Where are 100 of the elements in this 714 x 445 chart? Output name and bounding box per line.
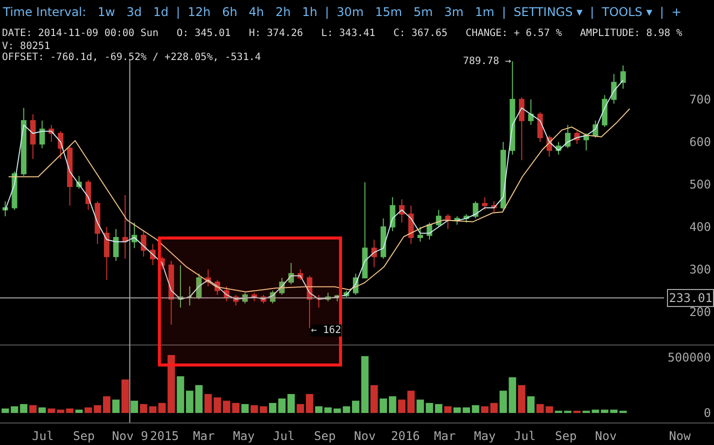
line-series [8, 108, 630, 292]
candlestick [122, 194, 128, 260]
x-tick-label: 2015 [150, 429, 179, 443]
bar [500, 390, 507, 413]
annotation: Time Interval: 1w 3d 1d | 12h 6h 4h 2h 1h | 30m 15m 5m 3m 1m | SETTINGS ▾ | TOOLS ▾ | + [2, 5, 682, 19]
x-tick-label: Nov 9 [112, 429, 148, 443]
y-tick-label: 200 [689, 305, 711, 320]
candlestick [94, 200, 100, 244]
bar [121, 380, 129, 413]
x-tick-label: Nov [354, 429, 376, 443]
bar [416, 400, 424, 413]
bar [112, 400, 120, 413]
bar [398, 400, 406, 413]
candlestick [537, 112, 543, 142]
candlestick [67, 146, 73, 206]
candlestick [482, 196, 488, 210]
x-tick-label: Jul [273, 429, 295, 443]
bar [315, 406, 322, 413]
bar [296, 404, 304, 413]
bar [94, 405, 102, 413]
bar [370, 385, 378, 413]
annotation: ← 162 [311, 325, 342, 336]
bar [508, 377, 516, 413]
candlestick [500, 141, 506, 210]
bar [306, 394, 314, 413]
x-tick-label: Nov [595, 429, 617, 443]
bar [334, 408, 341, 413]
y-tick-label: 500000 [668, 350, 711, 364]
candlestick [620, 64, 626, 90]
candlestick [518, 96, 524, 161]
y-tick-label: 600 [689, 135, 711, 150]
bar [407, 390, 415, 413]
bar [168, 355, 175, 413]
annotation: 789.78 → [463, 56, 512, 67]
candlestick [565, 124, 571, 149]
bar [250, 405, 258, 413]
candlestick [2, 200, 8, 217]
x-tick-label: May [233, 429, 255, 443]
bar [324, 407, 332, 413]
candlestick [140, 230, 146, 258]
candlestick [104, 226, 110, 280]
bar [48, 408, 56, 413]
bar [260, 406, 268, 413]
bar [472, 405, 480, 413]
bar [287, 394, 295, 413]
x-tick-label: Sep [73, 429, 95, 443]
candlestick [583, 132, 589, 151]
bar [2, 408, 9, 413]
candlestick [371, 239, 377, 268]
x-tick-label: Sep [314, 429, 336, 443]
bar [158, 402, 166, 413]
x-tick-label: Jul [32, 429, 54, 443]
candlestick [602, 94, 608, 128]
annotation: V: 80251 [2, 41, 50, 52]
candlestick [113, 228, 119, 262]
bar [241, 404, 249, 413]
x-tick-label: 2016 [391, 429, 420, 443]
bar [20, 404, 28, 413]
candlestick [510, 60, 516, 156]
bar [380, 398, 388, 413]
bar [518, 385, 526, 413]
bar [434, 404, 442, 413]
bar [481, 406, 488, 413]
bar [38, 407, 46, 413]
candlestick [316, 294, 322, 308]
bar [176, 376, 184, 413]
candlestick [408, 205, 414, 244]
y-tick-label: 0 [704, 406, 711, 420]
y-tick-label: 500 [689, 178, 711, 192]
bar [426, 402, 434, 413]
annotation: DATE: 2014-11-09 00:00 Sun O: 345.01 H: 374.26 L: 343.41 C: 367.65 CHANGE: + 6.57 % AMPLITUDE: 8.98 % [2, 28, 682, 39]
bar [444, 406, 452, 413]
x-tick-label: Jul [514, 429, 536, 443]
candlestick [186, 286, 192, 306]
x-tick-label: Mar [434, 429, 456, 443]
bar [527, 396, 535, 413]
candlestick [611, 73, 617, 104]
candlestick [417, 226, 423, 242]
bar [75, 410, 83, 413]
bar [103, 396, 110, 413]
bar [130, 400, 138, 413]
x-tick-label: May [474, 429, 496, 443]
bar [10, 406, 18, 413]
annotation: OFFSET: -760.1d, -69.52% / +228.05%, -531.4 [2, 52, 261, 63]
bar [342, 406, 350, 413]
candlestick [380, 218, 386, 260]
x-tick-label: Mar [193, 429, 215, 443]
bar [84, 407, 92, 413]
candlestick [390, 196, 396, 232]
candlestick [39, 120, 45, 149]
candlestick [196, 273, 202, 300]
line-series [4, 80, 624, 300]
candlestick [436, 209, 442, 228]
candlestick [30, 114, 36, 160]
candlestick [168, 260, 174, 326]
candlestick [528, 98, 534, 126]
x-tick-label: Now [669, 429, 692, 443]
x-tick-label: Sep [555, 429, 577, 443]
candlestick [472, 200, 478, 219]
candlestick [86, 180, 92, 210]
